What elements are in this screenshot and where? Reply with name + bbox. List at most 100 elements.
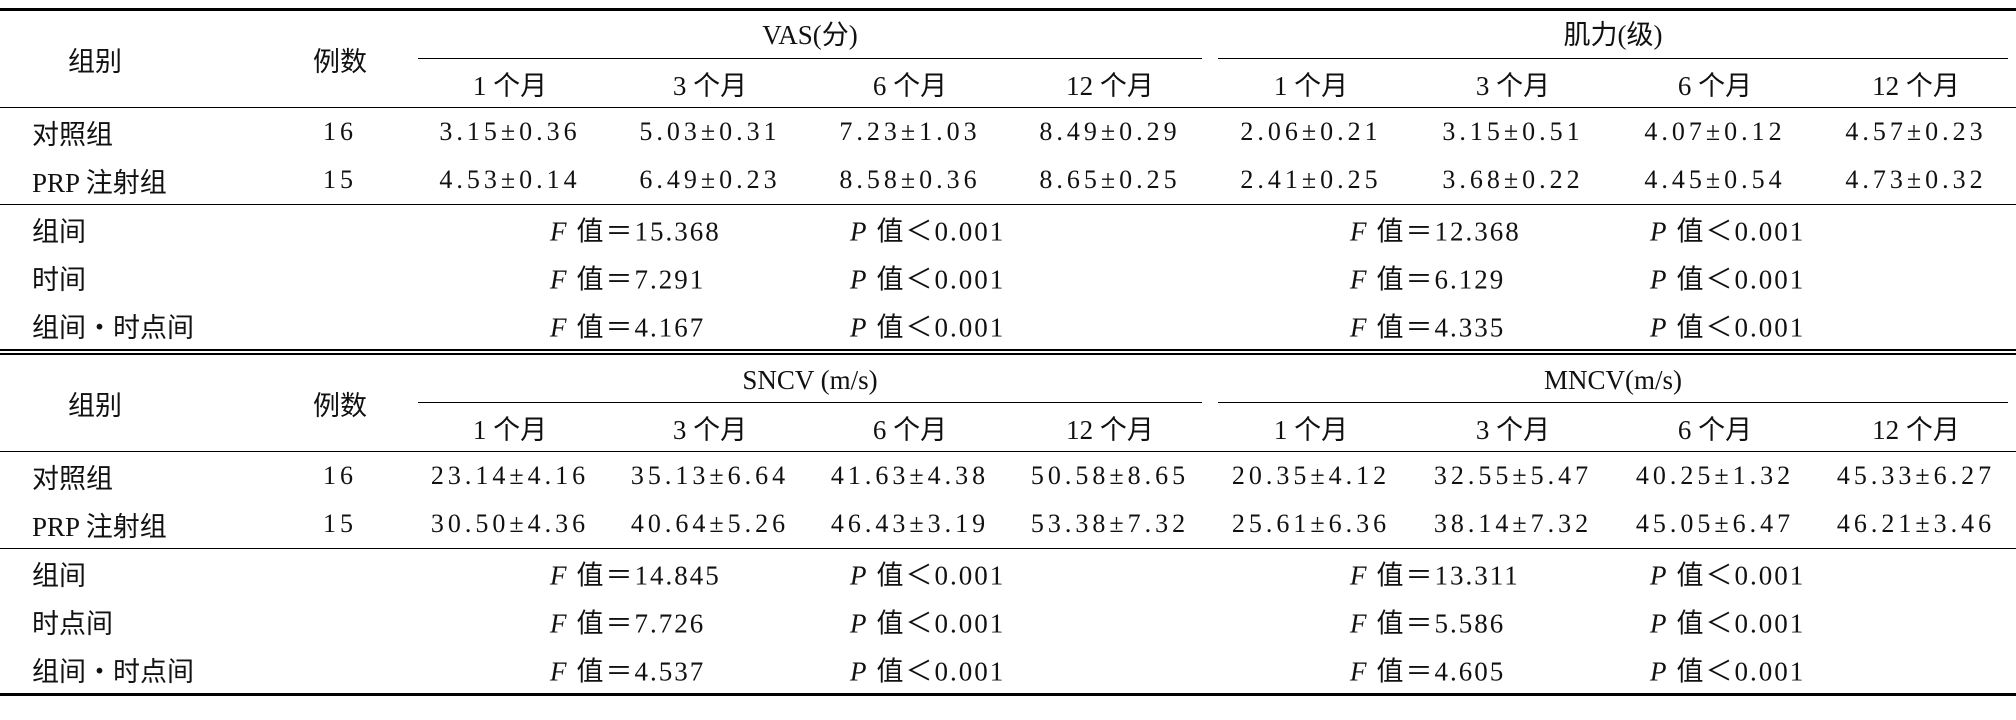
f-symbol: F bbox=[1350, 656, 1369, 687]
stat-cell: F 值＝14.845 P 值＜0.001 bbox=[410, 549, 1210, 598]
stat-cell: F 值＝4.335 P 值＜0.001 bbox=[1210, 301, 2016, 349]
data-cell: 7.23±1.03 bbox=[839, 117, 981, 146]
data-cell: 32.55±5.47 bbox=[1433, 461, 1593, 490]
stat-row: 时点间 F 值＝7.726 P 值＜0.001 F 值＝5.586 P 值＜0.001 bbox=[0, 597, 2016, 645]
data-cell: 41.63±4.38 bbox=[830, 461, 990, 490]
stat-row: 组间・时点间 F 值＝4.537 P 值＜0.001 F 值＝4.605 P 值＜0.001 bbox=[0, 645, 2016, 695]
p-stat: P 值＜0.001 bbox=[1650, 258, 1805, 297]
p-stat: P 值＜0.001 bbox=[1650, 650, 1805, 689]
f-value: 值＝4.537 bbox=[576, 656, 706, 687]
column-header: 6 个月 bbox=[810, 59, 1010, 108]
column-header: 3 个月 bbox=[610, 59, 810, 108]
group-title: SNCV (m/s) bbox=[418, 365, 1203, 403]
f-value: 值＝4.167 bbox=[576, 312, 706, 343]
stat-row: 组间 F 值＝14.845 P 值＜0.001 F 值＝13.311 P 值＜0.001 bbox=[0, 549, 2016, 598]
stat-label: 组间・时点间 bbox=[32, 312, 194, 343]
data-table: 组别 例数 SNCV (m/s) MNCV(m/s) 1 个月 3 个月 6 个月 12 个月… bbox=[0, 349, 2016, 696]
stat-cell: F 值＝5.586 P 值＜0.001 bbox=[1210, 597, 2016, 645]
row-label: 对照组 bbox=[32, 463, 113, 494]
f-value: 值＝6.129 bbox=[1376, 264, 1506, 295]
row-label: PRP 注射组 bbox=[0, 156, 270, 205]
f-value: 值＝4.335 bbox=[1376, 312, 1506, 343]
f-symbol: F bbox=[550, 312, 569, 343]
empty-cell bbox=[270, 597, 410, 645]
header-row: 1 个月 3 个月 6 个月 12 个月 1 个月 3 个月 6 个月 12 个月 bbox=[0, 59, 2016, 108]
f-value: 值＝4.605 bbox=[1376, 656, 1506, 687]
f-symbol: F bbox=[550, 216, 569, 247]
f-value: 值＝14.845 bbox=[576, 560, 721, 591]
data-row: PRP 注射组 15 4.53±0.14 6.49±0.23 8.58±0.36 8.65… bbox=[0, 156, 2016, 205]
f-stat: F 值＝15.368 bbox=[550, 210, 721, 249]
column-header: 12 个月 bbox=[1010, 59, 1211, 108]
p-value: 值＜0.001 bbox=[1676, 656, 1806, 687]
stat-cell: F 值＝13.311 P 值＜0.001 bbox=[1210, 549, 2016, 598]
count-header: 例数 bbox=[270, 9, 410, 108]
f-stat: F 值＝7.726 bbox=[550, 602, 705, 641]
stat-cell: F 值＝4.167 P 值＜0.001 bbox=[410, 301, 1210, 349]
p-value: 值＜0.001 bbox=[1676, 312, 1806, 343]
p-value: 值＜0.001 bbox=[876, 264, 1006, 295]
p-value: 值＜0.001 bbox=[1676, 608, 1806, 639]
header-row: 1 个月 3 个月 6 个月 12 个月 1 个月 3 个月 6 个月 12 个月 bbox=[0, 403, 2016, 452]
f-symbol: F bbox=[550, 656, 569, 687]
group-title: MNCV(m/s) bbox=[1218, 365, 2009, 403]
row-label: PRP 注射组 bbox=[0, 500, 270, 549]
stat-cell: F 值＝4.537 P 值＜0.001 bbox=[410, 645, 1210, 695]
group-title: VAS(分) bbox=[418, 13, 1203, 59]
stat-cell: F 值＝4.605 P 值＜0.001 bbox=[1210, 645, 2016, 695]
empty-cell bbox=[270, 645, 410, 695]
count-header: 例数 bbox=[270, 352, 410, 452]
empty-cell bbox=[270, 301, 410, 349]
data-cell: 2.41±0.25 bbox=[1210, 156, 1413, 205]
p-stat: P 值＜0.001 bbox=[850, 306, 1005, 345]
data-cell: 30.50±4.36 bbox=[410, 500, 610, 549]
p-stat: P 值＜0.001 bbox=[1650, 554, 1805, 593]
group-title-cell: SNCV (m/s) bbox=[410, 352, 1210, 403]
data-cell: 4.57±0.23 bbox=[1845, 117, 1987, 146]
stat-cell: F 值＝7.726 P 值＜0.001 bbox=[410, 597, 1210, 645]
data-cell: 46.21±3.46 bbox=[1816, 500, 2016, 549]
data-cell: 40.64±5.26 bbox=[610, 500, 810, 549]
p-symbol: P bbox=[1650, 264, 1669, 295]
row-count: 15 bbox=[270, 156, 410, 205]
p-stat: P 值＜0.001 bbox=[850, 650, 1005, 689]
group-header: 组别 bbox=[0, 352, 270, 452]
table-wrap: 组别 例数 VAS(分) 肌力(级) 1 个月 3 个月 6 个月 12 个月 1 个月 3 个月… bbox=[0, 8, 2016, 696]
header-row: 组别 例数 VAS(分) 肌力(级) bbox=[0, 9, 2016, 108]
p-value: 值＜0.001 bbox=[876, 608, 1006, 639]
f-stat: F 值＝14.845 bbox=[550, 554, 721, 593]
group-title-cell: 肌力(级) bbox=[1210, 10, 2016, 59]
row-count: 16 bbox=[323, 461, 357, 490]
p-symbol: P bbox=[1650, 656, 1669, 687]
data-row: PRP 注射组 15 30.50±4.36 40.64±5.26 46.43±3.19 5… bbox=[0, 500, 2016, 549]
data-table: 组别 例数 VAS(分) 肌力(级) 1 个月 3 个月 6 个月 12 个月 1 个月 3 个月… bbox=[0, 8, 2016, 349]
data-cell: 50.58±8.65 bbox=[1030, 461, 1190, 490]
p-stat: P 值＜0.001 bbox=[850, 554, 1005, 593]
f-stat: F 值＝4.167 bbox=[550, 306, 705, 345]
p-symbol: P bbox=[1650, 608, 1669, 639]
f-symbol: F bbox=[1350, 560, 1369, 591]
f-stat: F 值＝6.129 bbox=[1350, 258, 1505, 297]
column-header: 3 个月 bbox=[1412, 59, 1615, 108]
f-symbol: F bbox=[1350, 216, 1369, 247]
p-symbol: P bbox=[850, 264, 869, 295]
f-symbol: F bbox=[550, 264, 569, 295]
p-symbol: P bbox=[850, 656, 869, 687]
stat-row: 组间・时点间 F 值＝4.167 P 值＜0.001 F 值＝4.335 P 值＜0.001 bbox=[0, 301, 2016, 349]
f-value: 值＝5.586 bbox=[1376, 608, 1506, 639]
row-count: 16 bbox=[323, 117, 357, 146]
p-stat: P 值＜0.001 bbox=[850, 210, 1005, 249]
stat-label: 时点间 bbox=[32, 608, 113, 639]
data-cell: 2.06±0.21 bbox=[1240, 117, 1382, 146]
f-stat: F 值＝13.311 bbox=[1350, 554, 1520, 593]
p-stat: P 值＜0.001 bbox=[1650, 210, 1805, 249]
f-stat: F 值＝12.368 bbox=[1350, 210, 1521, 249]
data-cell: 53.38±7.32 bbox=[1010, 500, 1211, 549]
data-cell: 8.58±0.36 bbox=[810, 156, 1010, 205]
stat-label: 组间 bbox=[32, 216, 86, 247]
f-stat: F 值＝4.335 bbox=[1350, 306, 1505, 345]
empty-cell bbox=[270, 205, 410, 254]
f-stat: F 值＝7.291 bbox=[550, 258, 705, 297]
column-header: 1 个月 bbox=[410, 59, 610, 108]
